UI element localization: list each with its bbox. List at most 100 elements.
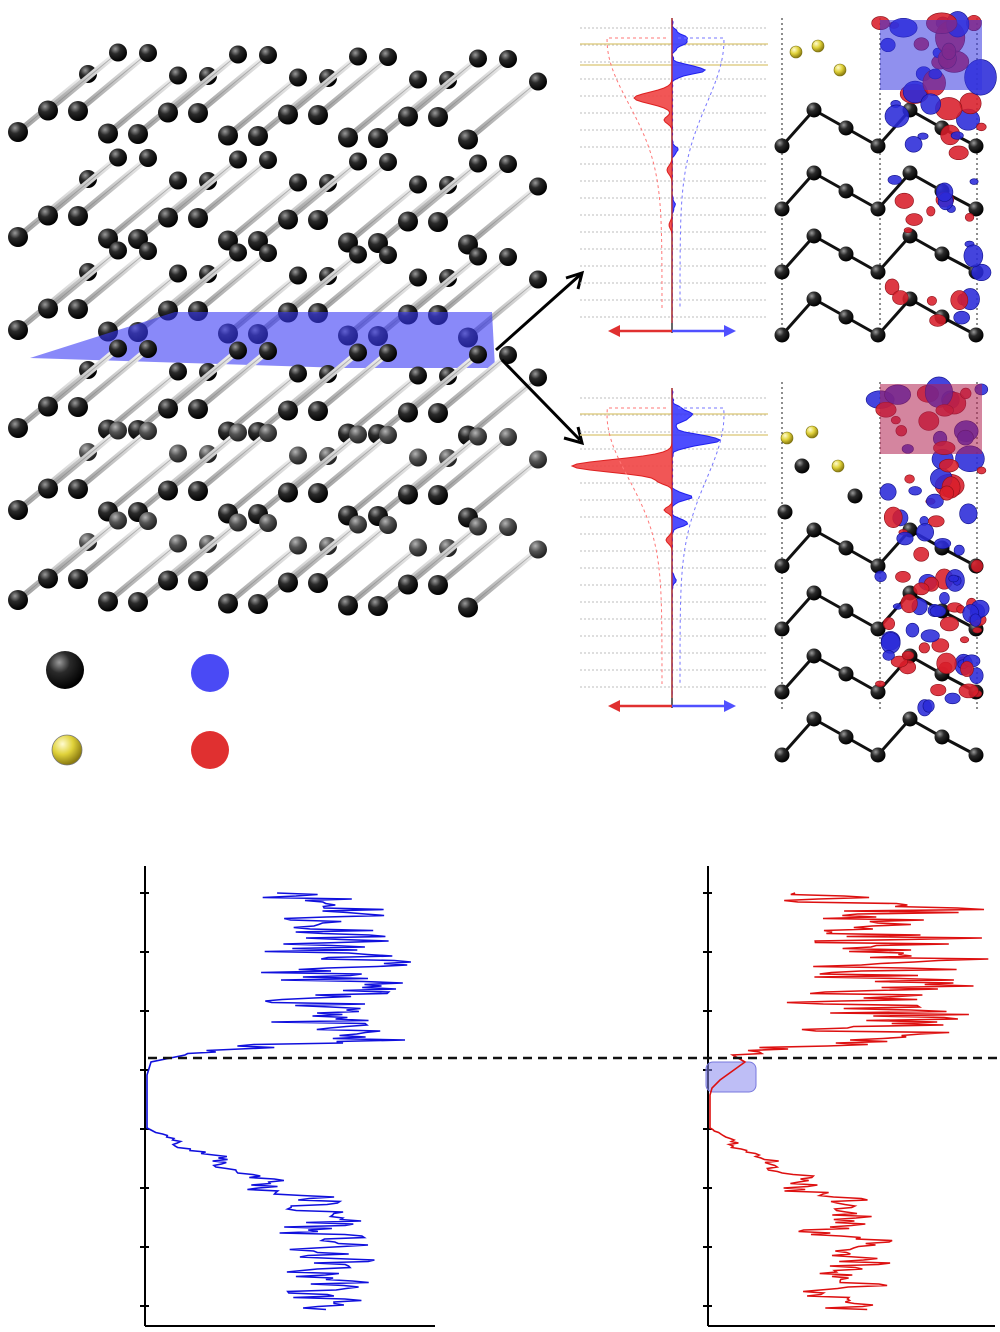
atom [278, 209, 298, 230]
atom [870, 138, 886, 154]
charge-depletion [958, 683, 979, 699]
bond-edge [167, 350, 239, 409]
bond-edge [407, 354, 479, 413]
charge-depletion [913, 546, 930, 562]
charge-accumulation [926, 493, 944, 509]
bond-edge [437, 163, 509, 223]
charge-density-panel-top [774, 11, 997, 343]
charge-depletion [884, 278, 900, 296]
atom [838, 540, 854, 556]
bond-edge [227, 455, 299, 514]
atom [379, 516, 397, 534]
bond-edge [197, 522, 269, 582]
envelope-up [678, 407, 725, 685]
bond-edge [47, 250, 119, 309]
charge-accumulation [969, 178, 979, 185]
atom [774, 747, 790, 763]
atom [838, 666, 854, 682]
charge-accumulation [916, 523, 934, 542]
spin-down-arrowhead [608, 325, 620, 337]
atom [349, 425, 367, 444]
charge-accumulation [953, 544, 965, 556]
charge-accumulation [920, 629, 940, 643]
atom [870, 747, 886, 763]
atom [870, 201, 886, 217]
atom [398, 484, 418, 505]
charge-depletion [901, 650, 915, 660]
bond-edge [467, 186, 539, 245]
charge-accumulation [953, 310, 970, 325]
atom [38, 298, 58, 319]
atom [109, 511, 127, 530]
atom [289, 68, 307, 87]
atom [806, 228, 822, 244]
charge-depletion [929, 314, 947, 327]
atom [38, 568, 58, 589]
charge-accumulation [908, 486, 922, 496]
bond-edge [77, 157, 149, 217]
charge-depletion [927, 515, 945, 528]
atom [428, 575, 448, 595]
atom [308, 573, 328, 593]
atom [499, 155, 517, 173]
atom [777, 504, 793, 520]
adatom [833, 63, 847, 77]
atom [774, 621, 790, 637]
charge-accumulation [963, 244, 984, 268]
atom [68, 479, 88, 499]
atom [278, 482, 298, 503]
atom [68, 206, 88, 226]
atom [469, 49, 487, 68]
atom [968, 201, 984, 217]
atom [838, 246, 854, 262]
atom [98, 591, 118, 612]
atom [289, 266, 307, 285]
atom [806, 102, 822, 118]
bond-edge [287, 56, 359, 115]
bond-edge [197, 350, 269, 410]
atom [379, 246, 397, 264]
charge-depletion [930, 683, 947, 697]
bond-edge [107, 371, 179, 430]
atom [158, 207, 178, 228]
atom [774, 264, 790, 280]
charge-accumulation [920, 93, 941, 115]
atom [109, 421, 127, 440]
atom [529, 368, 547, 387]
atom [8, 227, 28, 247]
charge-depletion [939, 616, 959, 632]
atom [139, 242, 157, 260]
bond-edge [77, 250, 149, 310]
atom [968, 327, 984, 343]
bond-edge [107, 273, 179, 332]
atom [229, 513, 247, 532]
atom [968, 138, 984, 154]
charge-depletion [976, 466, 987, 475]
bond-edge [227, 373, 299, 432]
atom [68, 101, 88, 121]
atom [398, 402, 418, 423]
atom [278, 572, 298, 593]
bond-edge [287, 434, 359, 493]
bond-edge [407, 163, 479, 222]
atom [529, 540, 547, 559]
charge-depletion [976, 122, 987, 132]
charge-depletion [964, 212, 975, 222]
atom [248, 594, 268, 614]
charge-depletion [918, 642, 930, 654]
bond-edge [77, 348, 149, 408]
atom [794, 458, 810, 474]
charge-depletion [939, 485, 954, 501]
atom [139, 512, 157, 530]
bond-edge [467, 459, 539, 518]
atom [248, 126, 268, 146]
atom [259, 342, 277, 360]
dos-right-curve [709, 892, 989, 1311]
atom [806, 648, 822, 664]
atom [169, 66, 187, 85]
atom [870, 264, 886, 280]
atom [8, 122, 28, 142]
bond-edge [197, 54, 269, 114]
gap-state-highlight [705, 1061, 757, 1093]
bond-edge [287, 254, 359, 313]
